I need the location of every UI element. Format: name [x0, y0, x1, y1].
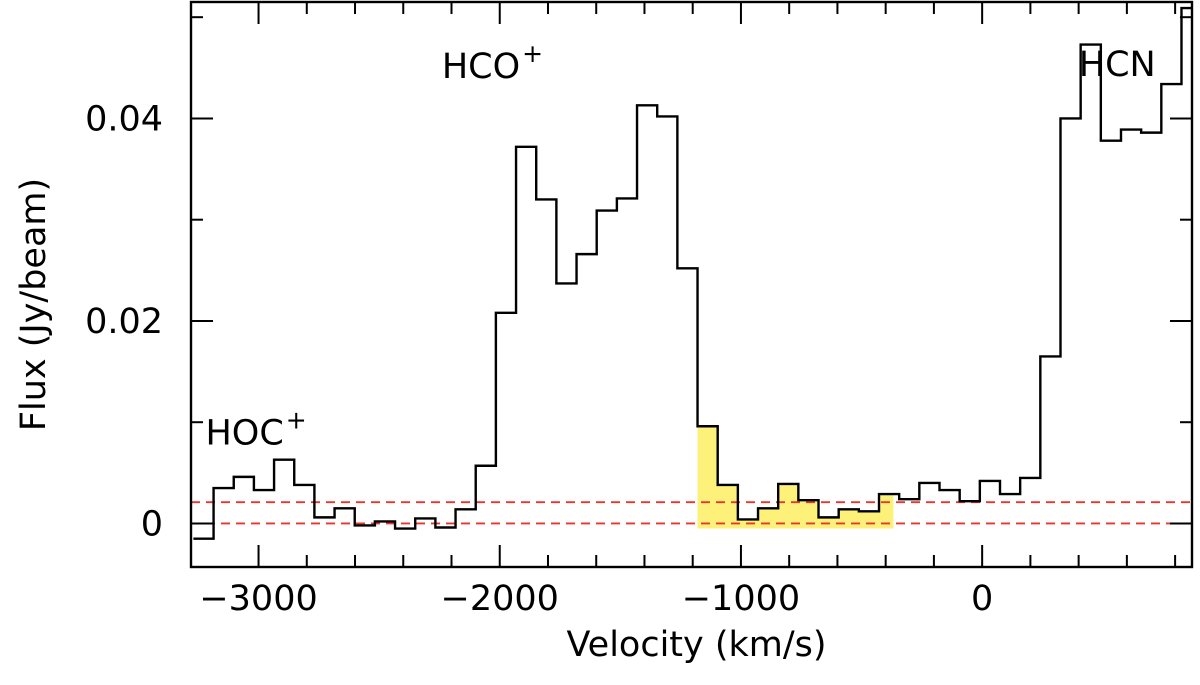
plot-area: [191, 6, 1192, 540]
annotation-hcn: HCN: [1079, 45, 1156, 85]
y-tick-label: 0.04: [85, 99, 163, 139]
shaded-bin: [798, 500, 820, 529]
annotation-base: HCO: [442, 47, 520, 87]
annotation-sup: +: [286, 405, 307, 434]
x-axis-title: Velocity (km/s): [566, 625, 826, 665]
shaded-bin: [778, 483, 799, 529]
spectrum-step-path: [193, 6, 1192, 540]
shaded-bin: [838, 509, 860, 529]
spectrum-line: [193, 6, 1192, 540]
labels: Velocity (km/s) Flux (Jy/beam) HOC+HCO+ H…: [14, 39, 1156, 665]
shaded-bin: [697, 426, 719, 529]
y-axis-title: Flux (Jy/beam): [14, 178, 54, 431]
shaded-bin: [758, 508, 779, 529]
annotation-hoc-plus: HOC+: [205, 405, 306, 453]
y-tick-label: 0.02: [85, 302, 163, 342]
shaded-bin: [858, 511, 880, 529]
x-tick-label: −2000: [441, 579, 559, 619]
axes: −3000 −2000 −1000 0 0 0.02 0.04: [85, 0, 1194, 619]
annotation-base: HCN: [1079, 45, 1156, 85]
x-tick-label: 0: [971, 579, 993, 619]
annotation-hco-plus: HCO+: [442, 39, 543, 87]
x-tick-label: −1000: [682, 579, 800, 619]
shaded-region: [697, 426, 894, 529]
shaded-bin: [717, 484, 739, 529]
y-tick-label: 0: [141, 504, 163, 544]
annotation-base: HOC: [205, 413, 283, 453]
annotation-sup: +: [522, 39, 543, 68]
plot-frame: [189, 0, 1194, 569]
x-tick-label: −3000: [199, 579, 317, 619]
